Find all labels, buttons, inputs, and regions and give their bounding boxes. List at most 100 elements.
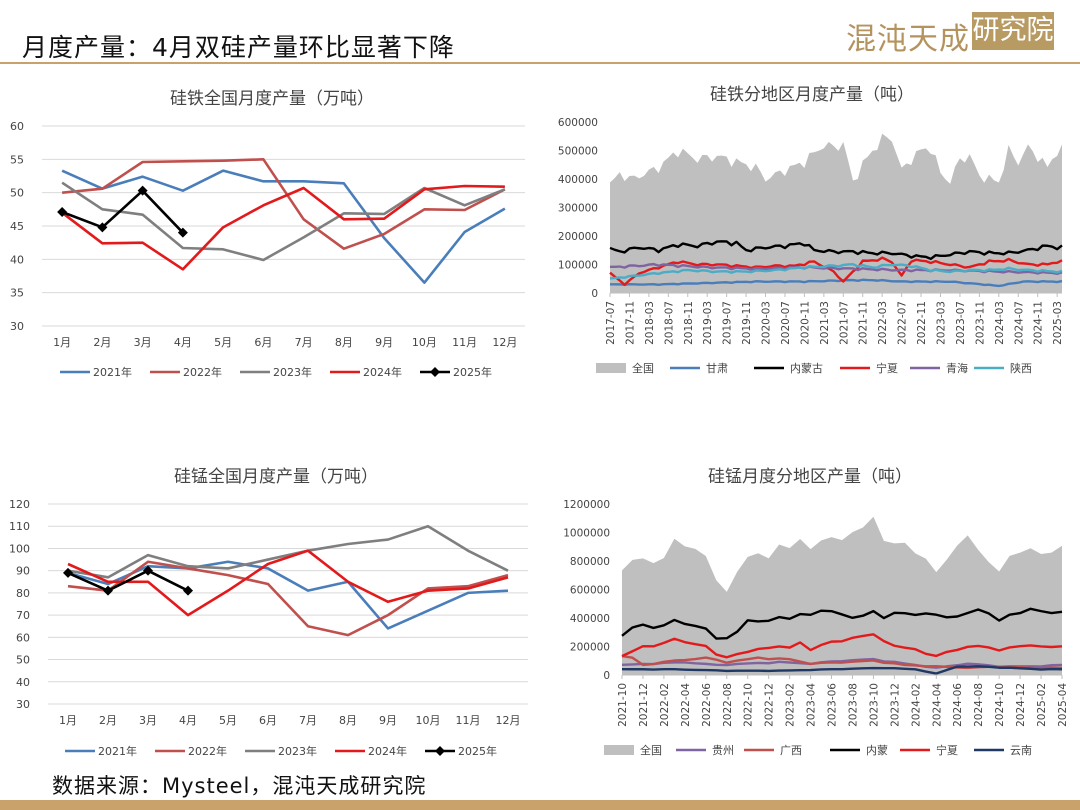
x-tick-label: 1月	[53, 336, 71, 349]
x-tick-label: 2022-04	[680, 683, 692, 727]
legend-marker	[435, 746, 445, 756]
chart-ferrosilicon-national: 30 35 40 45 50 55 60 1月 2月 3月 4月 5月 6月 7月 8月 9月 10月 11月 12…	[10, 120, 525, 379]
y-tick-label: 600000	[558, 117, 598, 129]
x-tick-label: 11月	[452, 336, 477, 349]
y-tick-label: 120	[9, 498, 30, 511]
x-tick-label: 2020-07	[780, 301, 792, 345]
y-tick-label: 600000	[570, 585, 610, 597]
x-tick-label: 2017-11	[624, 301, 636, 345]
y-tick-label: 60	[10, 120, 24, 133]
legend-label: 内蒙	[866, 743, 888, 757]
data-point	[57, 207, 68, 217]
x-tick-label: 2023-02	[785, 683, 797, 727]
x-tick-label: 10月	[416, 714, 441, 727]
chart-ferrosilicon-regional: 全国 甘肃 内蒙古 宁夏 青海 陕西 0 100000 200000 300000 400000 50…	[558, 117, 1064, 375]
legend-label: 2021年	[98, 744, 137, 758]
series-line-贵州	[621, 657, 1063, 669]
series-line-2025年	[67, 569, 189, 592]
data-point	[137, 185, 148, 196]
y-tick-label: 0	[591, 288, 598, 300]
x-tick-label: 2022-07	[897, 301, 909, 345]
legend-label: 2024年	[363, 365, 402, 379]
x-tick-label: 9月	[375, 336, 393, 349]
series-line-2023年	[61, 181, 506, 262]
footer-bar	[0, 800, 1080, 810]
x-tick-label: 2024-03	[994, 301, 1006, 345]
legend-label: 2024年	[368, 744, 407, 758]
x-tick-label: 2018-03	[644, 301, 656, 345]
chart3-title: 硅锰全国月度产量（万吨）	[174, 467, 378, 487]
x-tick-label: 2024-08	[973, 683, 985, 727]
legend-label: 全国	[640, 743, 662, 757]
legend-label: 贵州	[712, 744, 734, 757]
y-tick-label: 200000	[570, 642, 610, 654]
chart4-title: 硅锰月度分地区产量（吨）	[708, 467, 912, 487]
x-tick-label: 2021-03	[819, 301, 831, 345]
x-tick-label: 12月	[496, 714, 521, 727]
x-tick-label: 10月	[412, 336, 437, 349]
x-tick-label: 2024-06	[952, 683, 964, 727]
x-tick-label: 2020-11	[799, 301, 811, 345]
series-line-云南	[621, 665, 1063, 675]
y-tick-label: 50	[16, 654, 30, 667]
x-tick-label: 2025-03	[1052, 301, 1064, 345]
series-area-全国	[610, 133, 1062, 293]
y-tick-label: 30	[10, 320, 24, 333]
data-source: 数据来源：Mysteel，混沌天成研究院	[52, 774, 427, 798]
legend-label: 宁夏	[936, 743, 958, 757]
x-tick-label: 2025-02	[1036, 683, 1048, 727]
legend-label: 2023年	[273, 365, 312, 379]
y-tick-label: 50	[10, 187, 24, 200]
legend-label: 陕西	[1010, 361, 1032, 375]
data-point	[143, 565, 153, 576]
y-tick-label: 55	[10, 153, 24, 166]
y-tick-label: 200000	[558, 231, 598, 243]
header-divider	[0, 62, 1080, 64]
x-tick-label: 2020-03	[761, 301, 773, 345]
x-tick-label: 2024-02	[910, 683, 922, 727]
y-tick-label: 45	[10, 220, 24, 233]
x-tick-label: 2023-10	[868, 683, 880, 727]
legend-label: 甘肃	[706, 362, 728, 375]
legend-label: 广西	[780, 744, 802, 757]
x-tick-label: 3月	[134, 336, 152, 349]
series-line-2025年	[61, 189, 184, 234]
x-tick-label: 2022-06	[701, 683, 713, 727]
x-tick-label: 2024-11	[1033, 301, 1045, 345]
y-tick-label: 60	[16, 631, 30, 644]
y-tick-label: 30	[16, 698, 30, 711]
legend-label: 青海	[946, 361, 968, 375]
x-tick-label: 2023-12	[889, 683, 901, 727]
series-line-2022年	[67, 560, 509, 637]
x-tick-label: 12月	[492, 336, 517, 349]
x-tick-label: 2019-03	[702, 301, 714, 345]
x-tick-label: 2023-04	[806, 683, 818, 727]
x-tick-label: 1月	[59, 714, 77, 727]
x-tick-label: 2月	[99, 714, 117, 727]
x-tick-label: 2025-04	[1057, 683, 1069, 727]
x-tick-label: 2022-03	[877, 301, 889, 345]
series-area-全国	[622, 516, 1062, 675]
y-tick-label: 1200000	[563, 499, 610, 511]
series-line-宁夏	[609, 256, 1063, 287]
y-tick-label: 35	[10, 287, 24, 300]
data-point	[177, 227, 188, 238]
y-tick-label: 80	[16, 587, 30, 600]
x-tick-label: 2024-04	[931, 683, 943, 727]
legend-label: 内蒙古	[790, 361, 823, 375]
chart2-title: 硅铁分地区月度产量（吨）	[710, 85, 914, 105]
x-tick-label: 2021-10	[617, 683, 629, 727]
x-tick-label: 2022-12	[764, 683, 776, 727]
x-tick-label: 8月	[339, 714, 357, 727]
x-tick-label: 2018-07	[663, 301, 675, 345]
series-line-内蒙古	[609, 240, 1063, 261]
data-point	[97, 222, 108, 233]
x-tick-label: 4月	[174, 336, 192, 349]
legend-label: 2025年	[453, 365, 492, 379]
x-tick-label: 7月	[299, 714, 317, 727]
x-tick-label: 2022-08	[722, 683, 734, 727]
legend-swatch	[604, 745, 634, 755]
x-tick-label: 2019-07	[722, 301, 734, 345]
y-tick-label: 400000	[570, 613, 610, 625]
chart-silicomanganese-regional: 全国 贵州 广西 内蒙 宁夏 云南 0 200000 400000 600000 800000 100…	[563, 499, 1069, 757]
